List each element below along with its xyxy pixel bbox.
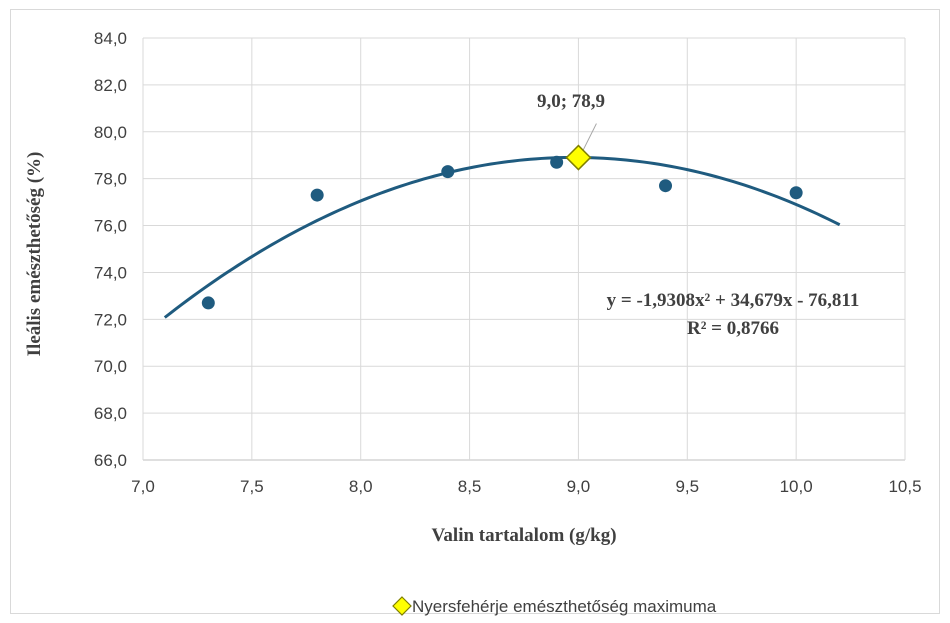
y-tick-label: 84,0	[94, 29, 127, 48]
data-point	[201, 296, 215, 310]
data-point	[789, 186, 803, 200]
y-tick-label: 78,0	[94, 170, 127, 189]
x-tick-label: 8,0	[349, 477, 373, 496]
y-tick-label: 80,0	[94, 123, 127, 142]
y-axis-title: Ileális emészthetőség (%)	[24, 152, 45, 357]
trendline-equation: y = -1,9308x² + 34,679x - 76,811	[607, 290, 860, 311]
x-axis-title: Valin tartalalom (g/kg)	[431, 525, 616, 546]
x-tick-label: 10,5	[888, 477, 921, 496]
maximum-diamond-marker	[565, 144, 592, 171]
max-label-leader-line	[581, 123, 597, 152]
y-tick-labels: 66,0 68,0 70,0 72,0 74,0 76,0 78,0 80,0 82,0 84,0	[94, 29, 127, 470]
y-tick-label: 68,0	[94, 404, 127, 423]
y-tick-label: 72,0	[94, 310, 127, 329]
data-point	[310, 188, 324, 202]
maximum-data-label: 9,0; 78,9	[537, 91, 605, 112]
chart-frame	[10, 9, 940, 614]
trendline-r-squared: R² = 0,8766	[687, 318, 779, 339]
y-tick-label: 70,0	[94, 357, 127, 376]
legend: Nyersfehérje emészthetőség maximuma	[392, 596, 717, 616]
x-tick-label: 8,5	[458, 477, 482, 496]
x-tick-label: 7,5	[240, 477, 264, 496]
x-tick-label: 9,5	[675, 477, 699, 496]
data-point	[441, 165, 455, 179]
data-point	[550, 155, 564, 169]
gridlines	[142, 37, 906, 461]
data-points	[201, 155, 803, 310]
x-tick-label: 7,0	[131, 477, 155, 496]
x-tick-labels: 7,0 7,5 8,0 8,5 9,0 9,5 10,0 10,5	[131, 477, 921, 496]
y-tick-label: 82,0	[94, 76, 127, 95]
legend-label: Nyersfehérje emészthetőség maximuma	[412, 597, 717, 616]
y-tick-label: 74,0	[94, 263, 127, 282]
y-tick-label: 76,0	[94, 217, 127, 236]
legend-diamond-icon	[392, 596, 412, 616]
x-tick-label: 10,0	[780, 477, 813, 496]
data-point	[659, 179, 673, 193]
x-tick-label: 9,0	[567, 477, 591, 496]
y-tick-label: 66,0	[94, 451, 127, 470]
trendline	[163, 155, 841, 319]
